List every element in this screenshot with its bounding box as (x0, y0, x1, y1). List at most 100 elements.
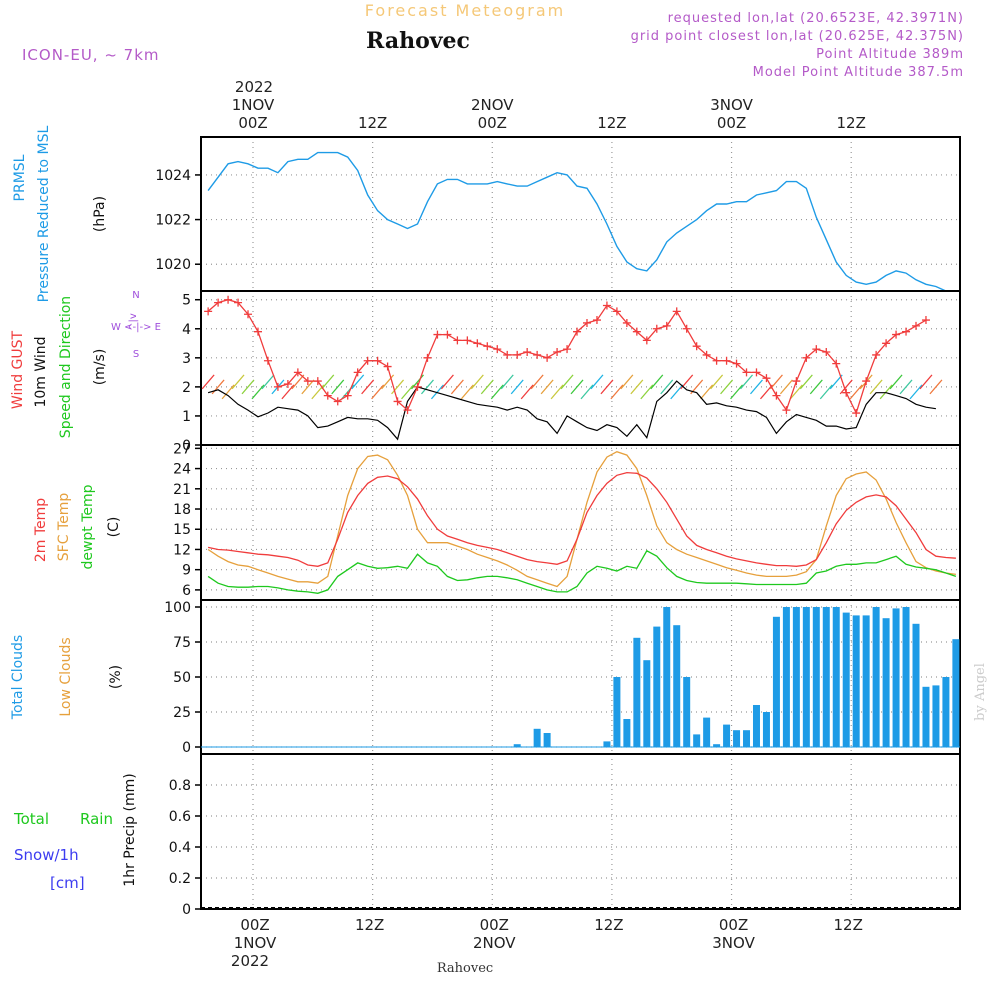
y-tick-label: 4 (182, 322, 191, 338)
panel-1: 0 1 2 3 4 5 (182, 290, 961, 454)
gust-marker (553, 348, 562, 357)
model-altitude: Model Point Altitude 387.5m (753, 65, 964, 80)
prmsl-unit: (hPa) (92, 196, 108, 232)
gust-marker (742, 368, 751, 377)
y-tick-label: 2 (182, 380, 191, 396)
wind-arrow (590, 374, 604, 390)
model-label: ICON-EU, ~ 7km (22, 46, 160, 64)
wind-arrow (610, 384, 624, 400)
cloud-bar (623, 719, 631, 747)
wind-arrow (401, 384, 415, 400)
y-tick-label: 1022 (155, 213, 191, 229)
wind-unit: (m/s) (92, 349, 108, 386)
y-tick-label: 0 (182, 740, 191, 756)
wind-arrow (490, 384, 504, 400)
wind-arrow (779, 379, 793, 395)
gust-marker (662, 321, 671, 330)
wind-arrow (789, 384, 803, 400)
bottom-hour-label: 00Z (480, 916, 509, 934)
y-tick-label: 27 (173, 441, 191, 457)
panels: 1020102210240123456912151821242702550751… (155, 136, 961, 918)
wind-arrow (640, 384, 654, 400)
gust-marker (832, 359, 841, 368)
gust-marker (543, 353, 552, 362)
y-tick-label: 75 (173, 635, 191, 651)
snow-label: Snow/1h (14, 846, 79, 864)
total-clouds-label: Total Clouds (10, 635, 26, 720)
y-tick-label: 1 (182, 409, 191, 425)
gust-marker (423, 353, 432, 362)
gust-marker (323, 391, 332, 400)
gust-marker (563, 345, 572, 354)
cloud-bar (882, 618, 890, 747)
super-title: Forecast Meteogram (365, 1, 565, 20)
gust-marker (712, 356, 721, 365)
bottom-hour-label: 12Z (834, 916, 863, 934)
cloud-bar (952, 639, 960, 747)
gust-marker (443, 330, 452, 339)
cloud-bar (533, 728, 541, 747)
t2m-line (207, 471, 956, 567)
location-title: Rahovec (366, 28, 470, 54)
wind-arrow (361, 379, 375, 395)
top-hour-label: 00Z (717, 114, 746, 132)
point-altitude: Point Altitude 389m (816, 47, 964, 62)
prmsl-label: PRMSL (12, 154, 28, 201)
cloud-bar (842, 612, 850, 747)
cloud-bar (643, 660, 651, 747)
cloud-bar (752, 705, 760, 747)
gust-marker (592, 316, 601, 325)
bottom-station: Rahovec (437, 961, 493, 976)
cloud-bar (922, 686, 930, 747)
y-tick-label: 0.4 (169, 840, 191, 856)
wind-arrow (869, 379, 883, 395)
gust-line (207, 299, 927, 415)
wind-arrow (899, 379, 913, 395)
y-tick-label: 12 (173, 542, 191, 558)
top-year: 2022 (235, 78, 273, 96)
wind-arrow (281, 384, 295, 400)
cloud-bar (653, 626, 661, 747)
cloud-bar (852, 615, 860, 747)
wind-arrow (620, 374, 634, 390)
cloud-bar (792, 607, 800, 747)
panel-0: 1020 1022 1024 (155, 136, 961, 292)
gust-marker (612, 307, 621, 316)
wind-arrow (909, 384, 923, 400)
gust-marker (762, 374, 771, 383)
gust-marker (234, 298, 243, 307)
wind-arrow (819, 384, 833, 400)
prmsl-long-label: Pressure Reduced to MSL (36, 125, 52, 302)
wind-arrow (231, 374, 245, 390)
gust-marker (722, 356, 731, 365)
gust-marker (852, 409, 861, 418)
gust-marker (642, 336, 651, 345)
gust-marker (802, 353, 811, 362)
y-tick-label: 0 (182, 902, 191, 918)
gust-label: Wind GUST (10, 330, 26, 409)
wind-arrow (241, 379, 255, 395)
top-hour-label: 12Z (358, 114, 387, 132)
gust-marker (822, 348, 831, 357)
wind-arrow (580, 384, 594, 400)
gust-marker (204, 307, 213, 316)
precip-unit: 1hr Precip (mm) (122, 773, 138, 886)
cloud-bar (693, 734, 701, 747)
gust-marker (513, 350, 522, 359)
gust-marker (872, 350, 881, 359)
wind-arrow (251, 384, 265, 400)
gust-marker (533, 350, 542, 359)
cloud-bar (822, 607, 830, 747)
gust-marker (373, 356, 382, 365)
gust-marker (842, 388, 851, 397)
gust-marker (453, 336, 462, 345)
top-hour-label: 12Z (837, 114, 866, 132)
panel-frame (200, 136, 961, 292)
wind-arrow (470, 374, 484, 390)
bottom-year: 2022 (231, 952, 269, 970)
cloud-bar (932, 685, 940, 747)
y-tick-label: 6 (182, 583, 191, 599)
wind-arrow (749, 379, 763, 395)
gust-marker (224, 295, 233, 304)
wind-arrow (570, 379, 584, 395)
